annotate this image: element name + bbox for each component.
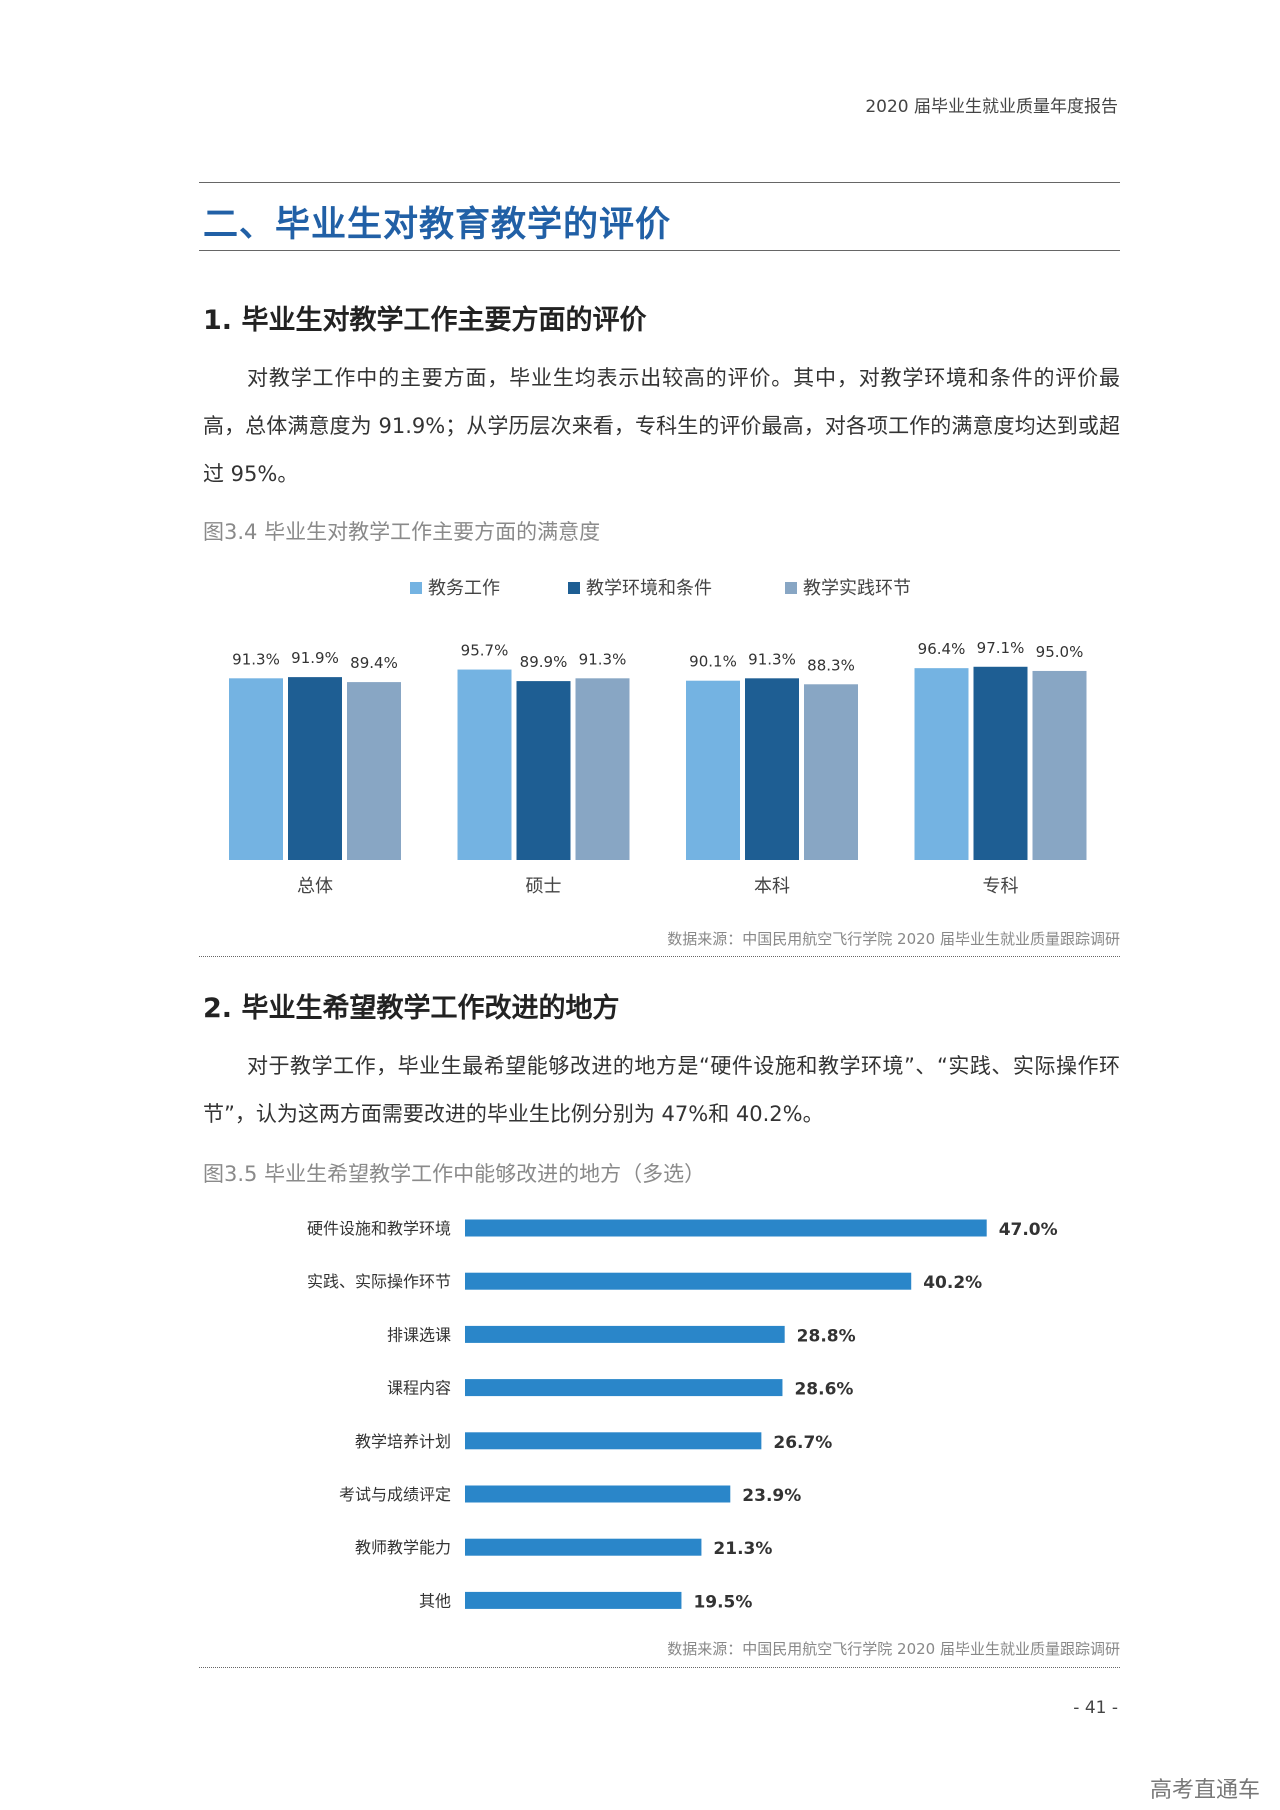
- page-number: - 41 -: [1073, 1698, 1118, 1718]
- bar-0-0: [229, 678, 283, 860]
- legend-label-2: 教学实践环节: [803, 578, 911, 599]
- hbar-0: [465, 1219, 987, 1237]
- watermark: 高考直通车: [1149, 1778, 1260, 1803]
- part2-paragraph: 对于教学工作，毕业生最希望能够改进的地方是“硬件设施和教学环境”、“实践、实际操…: [203, 1054, 1120, 1126]
- hbar-1: [465, 1272, 912, 1290]
- hbar-value-label: 47.0%: [999, 1220, 1058, 1240]
- hbar-7: [465, 1591, 682, 1609]
- section-title-rule: [199, 250, 1120, 251]
- hbar-category-label: 教师教学能力: [355, 1538, 451, 1557]
- hbar-6: [465, 1538, 702, 1556]
- hbar-value-label: 21.3%: [713, 1539, 772, 1559]
- bar-value-label: 89.4%: [350, 654, 398, 672]
- legend-label-1: 教学环境和条件: [586, 578, 712, 599]
- bar-3-2: [1032, 670, 1087, 860]
- bar-0-1: [288, 677, 342, 860]
- hbar-category-label: 实践、实际操作环节: [307, 1272, 451, 1291]
- bar-1-0: [457, 669, 512, 860]
- bar-2-0: [686, 680, 740, 860]
- hbar-category-label: 其他: [419, 1591, 451, 1610]
- hbar-category-label: 课程内容: [387, 1379, 451, 1398]
- part2-source: 数据来源：中国民用航空飞行学院 2020 届毕业生就业质量跟踪调研: [667, 1640, 1120, 1658]
- bar-value-label: 89.9%: [520, 653, 568, 671]
- hbar-5: [465, 1485, 731, 1503]
- hbar-value-label: 28.8%: [797, 1326, 856, 1346]
- hbar-2: [465, 1325, 785, 1343]
- part2-heading: 2. 毕业生希望教学工作改进的地方: [203, 993, 620, 1024]
- bar-3-1: [973, 666, 1028, 860]
- bar-0-2: [347, 682, 401, 860]
- part1-heading: 1. 毕业生对教学工作主要方面的评价: [203, 305, 647, 336]
- bar-value-label: 91.3%: [579, 650, 627, 668]
- category-label: 硕士: [526, 876, 562, 897]
- hbar-value-label: 40.2%: [923, 1273, 982, 1293]
- figure-3-5-chart: 硬件设施和教学环境 47.0% 实践、实际操作环节 40.2% 排课选课 28.8% 课程内…: [307, 1219, 1058, 1612]
- section-title: 二、毕业生对教育教学的评价: [203, 205, 672, 245]
- bar-value-label: 91.9%: [291, 649, 339, 667]
- legend-swatch-1: [568, 582, 580, 594]
- hbar-category-label: 排课选课: [387, 1325, 451, 1344]
- part1-dotted-rule: [199, 956, 1120, 957]
- category-label: 专科: [983, 876, 1019, 897]
- bar-2-2: [804, 684, 858, 860]
- hbar-value-label: 19.5%: [693, 1592, 752, 1612]
- bar-1-2: [575, 678, 630, 860]
- header-rule: [199, 182, 1120, 183]
- hbar-category-label: 教学培养计划: [355, 1432, 451, 1451]
- figure-3-5-caption: 图3.5 毕业生希望教学工作中能够改进的地方（多选）: [203, 1162, 706, 1186]
- bar-value-label: 91.3%: [748, 650, 796, 668]
- bar-value-label: 95.0%: [1036, 643, 1084, 661]
- hbar-category-label: 考试与成绩评定: [339, 1485, 451, 1504]
- running-header: 2020 届毕业生就业质量年度报告: [865, 97, 1118, 117]
- bar-3-0: [914, 668, 969, 860]
- legend-swatch-2: [785, 582, 797, 594]
- bar-value-label: 88.3%: [807, 656, 855, 674]
- hbar-4: [465, 1432, 762, 1450]
- hbar-category-label: 硬件设施和教学环境: [307, 1219, 451, 1238]
- hbar-value-label: 28.6%: [794, 1380, 853, 1400]
- category-label: 总体: [297, 876, 333, 897]
- legend-swatch-0: [410, 582, 422, 594]
- part1-source: 数据来源：中国民用航空飞行学院 2020 届毕业生就业质量跟踪调研: [667, 930, 1120, 948]
- bar-value-label: 90.1%: [689, 653, 737, 671]
- bar-value-label: 96.4%: [918, 640, 966, 658]
- bar-value-label: 95.7%: [461, 642, 509, 660]
- hbar-value-label: 26.7%: [773, 1433, 832, 1453]
- category-label: 本科: [754, 876, 790, 897]
- hbar-value-label: 23.9%: [742, 1486, 801, 1506]
- bar-value-label: 97.1%: [977, 639, 1025, 657]
- figure-3-4-caption: 图3.4 毕业生对教学工作主要方面的满意度: [203, 520, 601, 544]
- part1-paragraph: 对教学工作中的主要方面，毕业生均表示出较高的评价。其中，对教学环境和条件的评价最…: [203, 366, 1120, 486]
- bar-2-1: [745, 678, 799, 860]
- hbar-3: [465, 1379, 783, 1397]
- legend-label-0: 教务工作: [428, 578, 500, 599]
- part2-dotted-rule: [199, 1667, 1120, 1668]
- bar-1-1: [516, 681, 571, 860]
- bar-value-label: 91.3%: [232, 650, 280, 668]
- figure-3-4-chart: 教务工作 教学环境和条件 教学实践环节 91.3% 91.9% 89.4% 总体 95.7% 8…: [229, 578, 1087, 897]
